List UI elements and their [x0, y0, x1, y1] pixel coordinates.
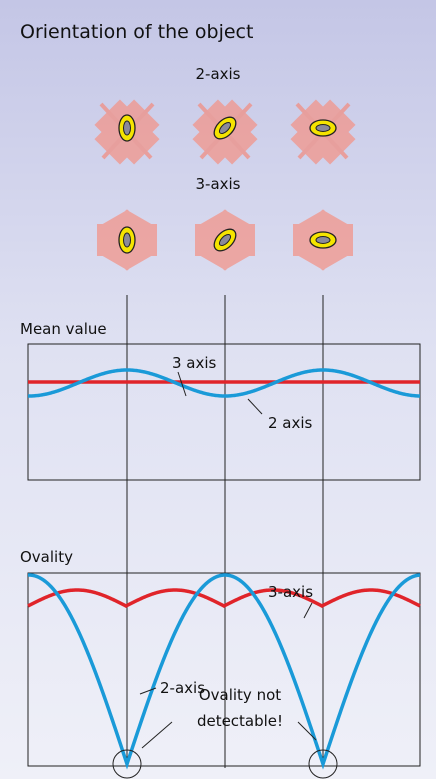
curve-label: 3-axis	[268, 583, 313, 601]
curve-label: 3 axis	[172, 354, 217, 372]
panel-frame	[27, 343, 421, 481]
note: detectable!	[197, 712, 283, 730]
panel-title: Mean value	[20, 320, 107, 338]
red-curve	[27, 588, 421, 608]
blue-curve	[27, 368, 421, 398]
marker-circle	[308, 749, 338, 779]
panel-frame	[27, 572, 421, 767]
leader	[141, 721, 173, 749]
leader	[303, 602, 313, 619]
leader	[297, 721, 317, 741]
marker-circle	[112, 749, 142, 779]
panel-title: Ovality	[20, 548, 73, 566]
row-label: 2-axis	[195, 65, 240, 83]
curve-label: 2-axis	[160, 679, 205, 697]
leader	[177, 371, 187, 397]
leader	[247, 398, 263, 415]
title: Orientation of the object	[20, 21, 253, 43]
note: Ovality not	[199, 686, 281, 704]
blue-curve	[27, 573, 421, 770]
row-label: 3-axis	[195, 175, 240, 193]
leader	[139, 687, 157, 695]
guide-lines	[126, 295, 324, 768]
curve-label: 2 axis	[268, 414, 313, 432]
